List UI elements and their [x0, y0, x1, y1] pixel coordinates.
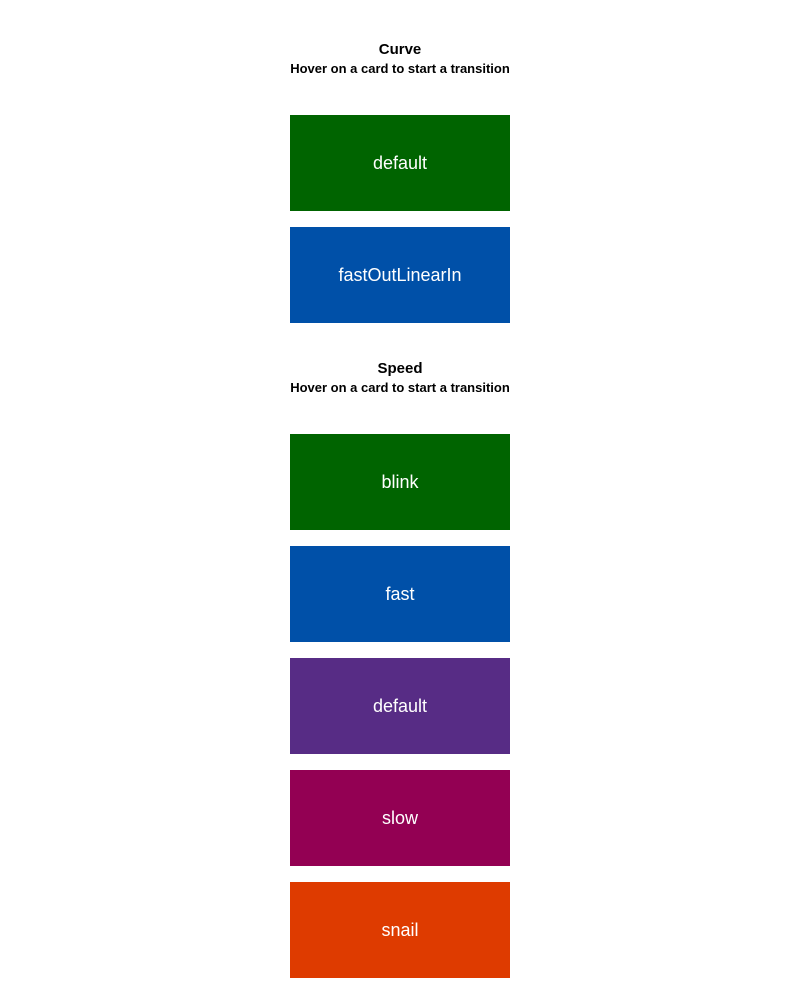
card-label: fastOutLinearIn: [338, 264, 462, 285]
curve-card-default[interactable]: default: [290, 115, 510, 211]
card-label: slow: [381, 807, 418, 828]
speed-title: Speed: [377, 360, 423, 377]
curve-title: Curve: [378, 41, 422, 58]
speed-card-list: blink fast default slow snail: [290, 434, 510, 978]
curve-section: Curve Hover on a card to start a transit…: [290, 40, 510, 339]
card-label: snail: [381, 919, 419, 940]
curve-subtitle: Hover on a card to start a transition: [290, 61, 510, 76]
curve-card-list: default fastOutLinearIn: [290, 115, 510, 323]
speed-card-fast[interactable]: fast: [290, 546, 510, 642]
speed-section: Speed Hover on a card to start a transit…: [290, 359, 510, 994]
card-label: default: [372, 695, 428, 716]
speed-card-blink[interactable]: blink: [290, 434, 510, 530]
card-label: blink: [381, 471, 419, 492]
card-label: default: [372, 152, 428, 173]
card-label: fast: [385, 583, 415, 604]
speed-subtitle: Hover on a card to start a transition: [290, 380, 510, 395]
curve-card-fastoutlinearin[interactable]: fastOutLinearIn: [290, 227, 510, 323]
speed-card-default[interactable]: default: [290, 658, 510, 754]
speed-card-snail[interactable]: snail: [290, 882, 510, 978]
speed-card-slow[interactable]: slow: [290, 770, 510, 866]
